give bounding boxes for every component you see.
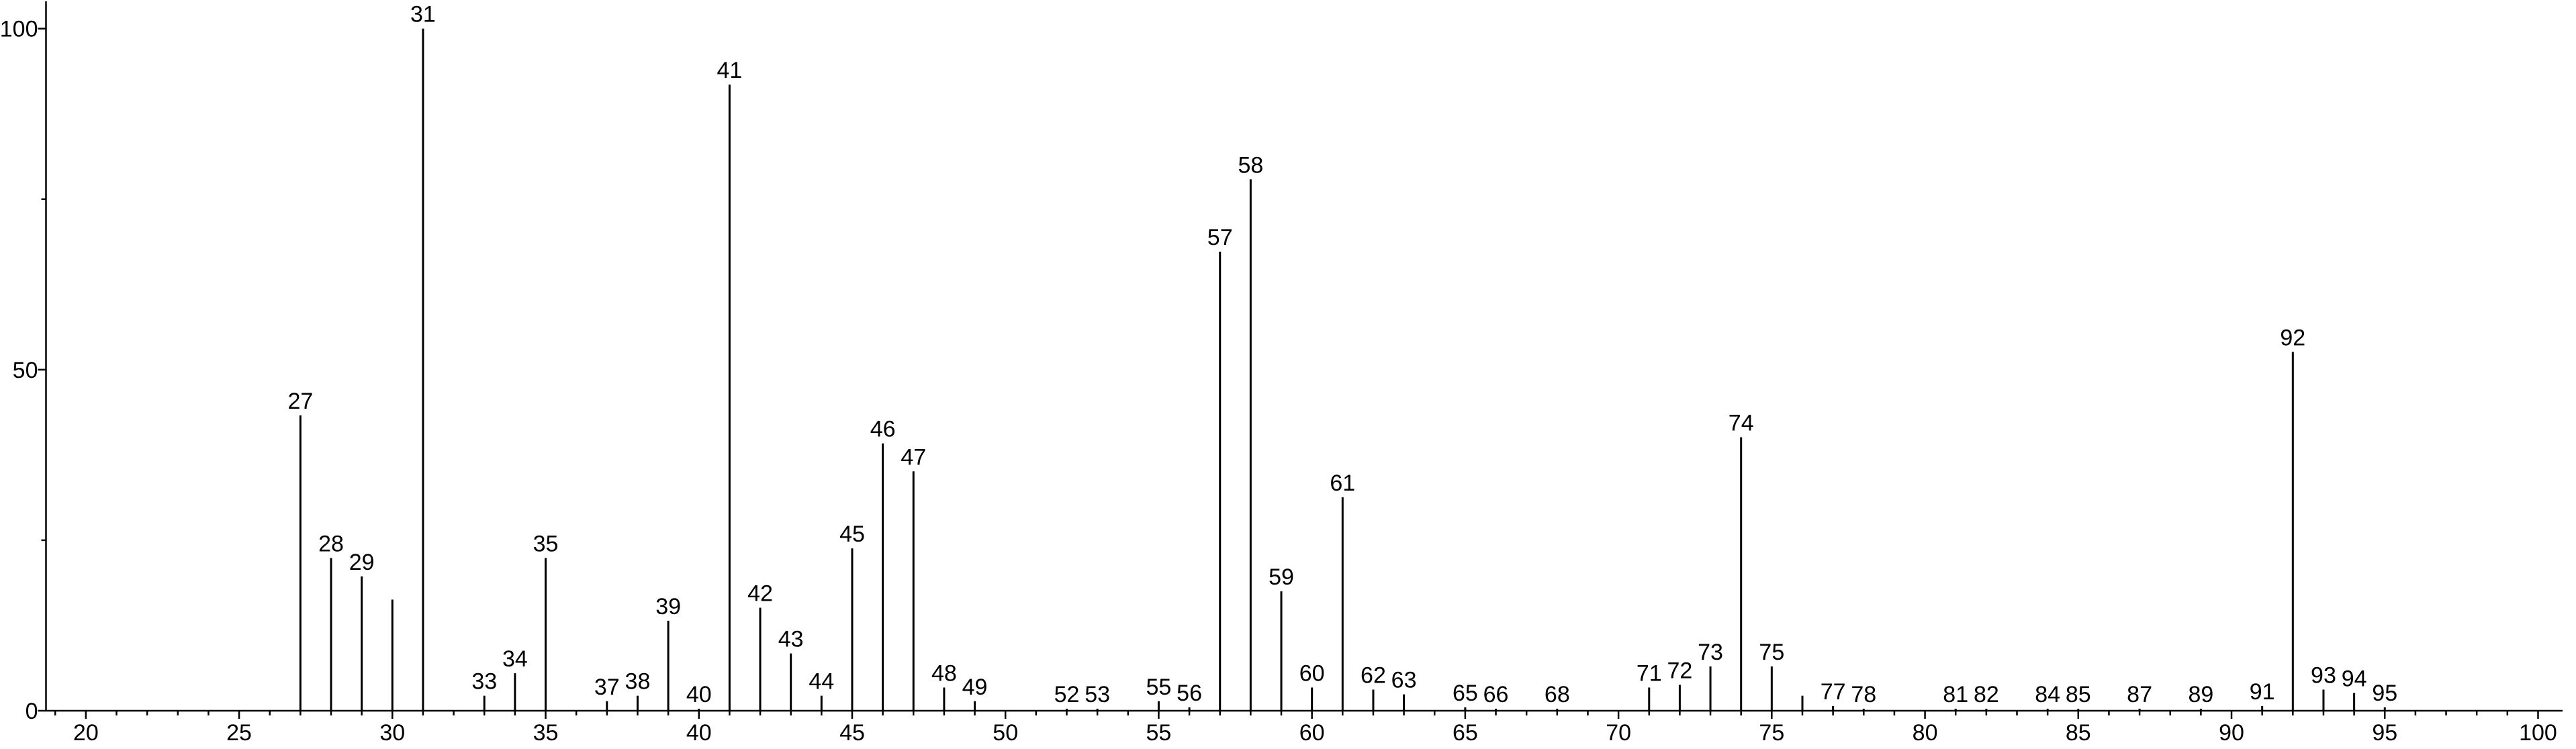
peak-label: 59	[1269, 564, 1294, 590]
peak-label: 84	[2035, 682, 2060, 707]
x-tick-label: 75	[1759, 720, 1784, 746]
peak-label: 31	[410, 2, 436, 28]
x-tick-label: 45	[839, 720, 865, 746]
peak-label: 33	[471, 669, 497, 695]
peak-label: 94	[2342, 666, 2367, 692]
peak-label: 78	[1851, 682, 1876, 707]
x-tick-label: 40	[686, 720, 712, 746]
peak-label: 87	[2127, 682, 2152, 707]
peak-label: 27	[287, 389, 313, 414]
peak-label: 81	[1943, 682, 1968, 707]
x-tick-label: 20	[73, 720, 99, 746]
peak-label: 35	[533, 531, 559, 556]
peak-label: 53	[1085, 682, 1110, 707]
x-tick-label: 35	[533, 720, 559, 746]
peak-label: 71	[1637, 660, 1662, 686]
peak-label: 72	[1667, 658, 1692, 683]
x-tick-label: 50	[993, 720, 1018, 746]
peak-label: 29	[349, 550, 375, 575]
peak-label: 28	[318, 531, 344, 556]
peak-label: 39	[655, 594, 681, 619]
peak-label: 68	[1545, 682, 1570, 707]
x-tick-label: 95	[2372, 720, 2397, 746]
y-tick-label: 0	[26, 699, 38, 724]
peak-label: 43	[778, 627, 804, 652]
peak-label: 91	[2250, 679, 2275, 705]
peak-label: 61	[1330, 470, 1355, 496]
peak-label: 65	[1453, 681, 1478, 706]
peak-label: 56	[1177, 681, 1202, 706]
peak-label: 85	[2066, 682, 2091, 707]
peak-label: 49	[962, 675, 988, 700]
peak-label: 55	[1146, 675, 1172, 700]
peak-label: 75	[1759, 640, 1784, 665]
peak-label: 34	[502, 646, 528, 672]
x-tick-label: 85	[2066, 720, 2091, 746]
peak-label: 60	[1299, 660, 1325, 686]
peak-label: 73	[1698, 640, 1723, 665]
peak-label: 37	[594, 675, 620, 700]
peak-label: 40	[686, 682, 712, 707]
x-tick-label: 65	[1453, 720, 1478, 746]
peak-label: 77	[1821, 679, 1846, 705]
peak-label: 82	[1974, 682, 1999, 707]
x-tick-label: 30	[379, 720, 405, 746]
x-tick-label: 25	[226, 720, 252, 746]
peak-label: 89	[2188, 682, 2213, 707]
peak-label: 48	[931, 660, 957, 686]
peak-label: 41	[717, 58, 742, 83]
x-tick-label: 70	[1606, 720, 1631, 746]
peak-label: 57	[1207, 225, 1233, 250]
peak-label: 45	[839, 521, 865, 547]
peak-label: 47	[901, 444, 926, 470]
peak-label: 52	[1054, 682, 1080, 707]
peak-label: 46	[870, 417, 896, 442]
peak-label: 38	[625, 669, 651, 695]
peak-label: 63	[1391, 668, 1417, 693]
peak-label: 44	[809, 669, 834, 695]
x-tick-label: 80	[1913, 720, 1938, 746]
y-tick-label: 50	[13, 358, 38, 383]
peak-label: 92	[2280, 325, 2305, 350]
peak-label: 62	[1361, 662, 1386, 688]
y-tick-label: 100	[0, 17, 38, 42]
peak-label: 66	[1483, 682, 1509, 707]
peak-label: 58	[1238, 152, 1263, 178]
peak-label: 42	[747, 581, 773, 607]
x-tick-label: 60	[1299, 720, 1325, 746]
peak-label: 93	[2311, 662, 2336, 688]
peak-label: 74	[1729, 410, 1754, 436]
x-tick-label: 90	[2219, 720, 2244, 746]
peak-label: 95	[2372, 681, 2397, 706]
x-tick-label: 100	[2519, 720, 2557, 746]
x-tick-label: 55	[1146, 720, 1172, 746]
